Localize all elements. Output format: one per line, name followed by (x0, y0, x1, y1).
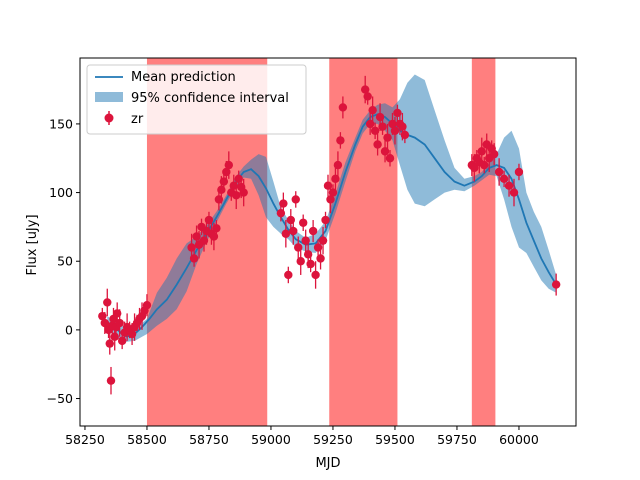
zr-point (477, 147, 486, 156)
zr-point (370, 126, 380, 135)
zr-point (338, 103, 348, 112)
zr-point (110, 332, 119, 341)
zr-point (308, 226, 318, 236)
shaded-region-2 (471, 58, 496, 426)
y-axis-label: Flux [uJy] (25, 214, 40, 275)
legend-zr-marker (104, 113, 114, 123)
zr-point (378, 122, 387, 131)
zr-point (103, 298, 112, 307)
zr-point (189, 254, 199, 263)
zr-point (105, 339, 114, 348)
zr-point (504, 181, 514, 190)
legend: Mean prediction 95% confidence interval … (86, 64, 307, 135)
x-tick-label: 59250 (313, 432, 353, 447)
y-tick-label: 100 (49, 185, 73, 200)
y-tick-label: 50 (57, 254, 73, 269)
x-tick-label: 60000 (499, 432, 539, 447)
zr-point (187, 243, 196, 252)
zr-point (279, 199, 288, 208)
zr-point (316, 254, 325, 263)
zr-point (321, 215, 330, 225)
zr-point (142, 300, 152, 310)
zr-point (328, 188, 338, 197)
zr-point (204, 215, 214, 225)
zr-point (333, 160, 343, 170)
zr-point (551, 280, 561, 289)
zr-point (509, 188, 519, 197)
zr-point (373, 140, 382, 149)
zr-point (306, 259, 315, 269)
x-tick-label: 59500 (375, 432, 415, 447)
zr-point (494, 167, 504, 177)
zr-point (480, 160, 489, 170)
x-axis-label: MJD (315, 456, 340, 471)
zr-point (318, 236, 328, 245)
zr-point (106, 376, 116, 385)
zr-point (311, 270, 320, 280)
legend-label-confidence: 95% confidence interval (131, 91, 289, 106)
legend-label-mean: Mean prediction (131, 70, 236, 85)
zr-point (363, 92, 372, 101)
y-tick-label: −50 (47, 391, 73, 406)
x-tick-label: 58750 (189, 432, 229, 447)
x-tick-label: 58500 (127, 432, 167, 447)
zr-point (281, 229, 291, 238)
zr-point (299, 218, 308, 227)
zr-point (212, 224, 221, 233)
zr-point (499, 174, 509, 184)
zr-point (390, 126, 400, 135)
legend-label-zr: zr (131, 112, 144, 127)
zr-point (289, 226, 298, 236)
plot-frame (79, 57, 577, 427)
confidence-band (107, 74, 557, 343)
y-tick-label: 150 (49, 116, 73, 131)
zr-point (514, 167, 524, 177)
zr-point (489, 149, 499, 159)
legend-box (86, 64, 307, 135)
zr-point (239, 188, 248, 197)
x-tick-label: 58250 (65, 432, 105, 447)
zr-point (284, 270, 293, 280)
zr-point (385, 154, 395, 163)
zr-point (224, 160, 233, 170)
zr-point (115, 318, 124, 328)
zr-point (400, 130, 410, 140)
zr-point (383, 133, 392, 142)
legend-confidence-swatch (95, 92, 123, 102)
zr-point (336, 136, 345, 145)
zr-point (232, 191, 241, 200)
x-tick-label: 59000 (251, 432, 291, 447)
zr-point (100, 318, 110, 328)
zr-point (368, 105, 377, 115)
zr-point (291, 195, 300, 204)
axes: 58250 58500 58750 59000 59250 59500 59750 60000… (47, 57, 577, 447)
y-tick-label: 0 (65, 322, 73, 337)
zr-point (296, 257, 305, 266)
x-tick-label: 59750 (437, 432, 477, 447)
